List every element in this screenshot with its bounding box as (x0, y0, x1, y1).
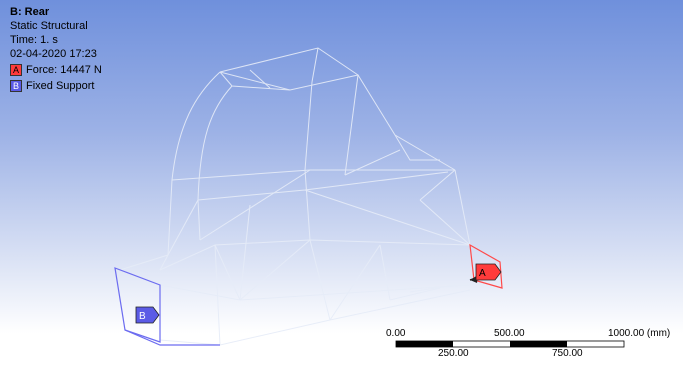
marker-force[interactable]: A (475, 263, 502, 281)
analysis-time: Time: 1. s (10, 34, 58, 46)
force-face[interactable] (469, 243, 503, 289)
legend-label-support: Fixed Support (26, 80, 95, 92)
legend-key-force: A (10, 64, 22, 76)
marker-support-label: B (139, 311, 146, 322)
analysis-type: Static Structural (10, 20, 88, 32)
marker-support[interactable]: B (135, 306, 160, 324)
analysis-title: B: Rear (10, 6, 50, 18)
analysis-date: 02-04-2020 17:23 (10, 48, 97, 60)
fixed-support-face[interactable] (114, 267, 161, 343)
fixed-support-edge (124, 329, 220, 346)
analysis-legend: B: Rear Static Structural Time: 1. s 02-… (10, 5, 102, 93)
legend-item-force[interactable]: A Force: 14447 N (10, 63, 102, 77)
legend-label-force: Force: 14447 N (26, 64, 102, 76)
legend-key-support: B (10, 80, 22, 92)
frame-members (119, 47, 501, 346)
legend-item-support[interactable]: B Fixed Support (10, 79, 102, 93)
marker-force-label: A (479, 268, 486, 279)
